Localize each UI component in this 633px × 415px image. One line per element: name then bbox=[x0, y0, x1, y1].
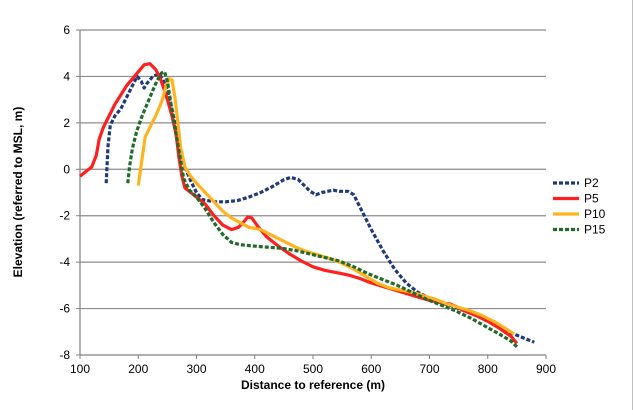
y-tick-label: 4 bbox=[63, 69, 70, 83]
x-tick-label: 400 bbox=[245, 362, 265, 376]
x-tick-label: 700 bbox=[419, 362, 439, 376]
x-tick-label: 800 bbox=[478, 362, 498, 376]
y-tick-label: 6 bbox=[63, 23, 70, 37]
x-axis-title: Distance to reference (m) bbox=[241, 378, 385, 392]
x-tick-label: 200 bbox=[128, 362, 148, 376]
series-line-p10 bbox=[136, 77, 515, 336]
y-tick-label: -8 bbox=[59, 348, 70, 362]
y-tick-label: -2 bbox=[59, 209, 70, 223]
y-tick-label: -6 bbox=[59, 302, 70, 316]
x-tick-label: 300 bbox=[186, 362, 206, 376]
y-tick-label: 2 bbox=[63, 116, 70, 130]
series-lines bbox=[79, 62, 535, 349]
legend-label-p2: P2 bbox=[584, 176, 599, 190]
x-tick-label: 100 bbox=[70, 362, 90, 376]
axes bbox=[76, 29, 547, 359]
x-tick-label: 900 bbox=[536, 362, 556, 376]
x-tick-label: 500 bbox=[303, 362, 323, 376]
legend-label-p15: P15 bbox=[584, 223, 606, 237]
y-axis-title: Elevation (referred to MSL, m) bbox=[11, 107, 25, 278]
legend-label-p10: P10 bbox=[584, 207, 606, 221]
x-tick-label: 600 bbox=[361, 362, 381, 376]
legend-label-p5: P5 bbox=[584, 192, 599, 206]
tick-labels: -8 -6 -4 -2 0 2 4 6 100 200 300 400 500 600 700 800 900 bbox=[59, 23, 556, 376]
y-tick-label: -4 bbox=[59, 255, 70, 269]
y-tick-label: 0 bbox=[63, 162, 70, 176]
series-line-p15 bbox=[126, 70, 519, 349]
